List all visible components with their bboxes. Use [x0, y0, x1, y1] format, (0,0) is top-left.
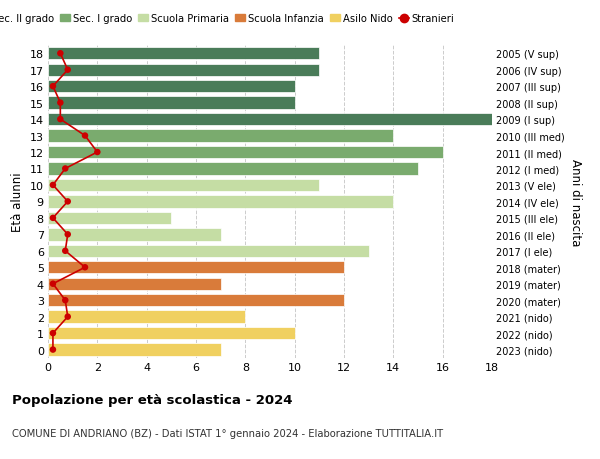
Bar	[48, 81, 295, 93]
Point	[48, 346, 58, 353]
Y-axis label: Anni di nascita: Anni di nascita	[569, 158, 581, 246]
Bar	[48, 48, 319, 60]
Point	[80, 133, 90, 140]
Bar	[48, 163, 418, 175]
Bar	[48, 344, 221, 356]
Bar	[48, 311, 245, 323]
Bar	[48, 114, 492, 126]
Point	[56, 116, 65, 123]
Bar	[48, 278, 221, 290]
Legend: Sec. II grado, Sec. I grado, Scuola Primaria, Scuola Infanzia, Asilo Nido, Stran: Sec. II grado, Sec. I grado, Scuola Prim…	[0, 10, 458, 28]
Point	[56, 50, 65, 58]
Bar	[48, 130, 394, 142]
Point	[61, 297, 70, 304]
Bar	[48, 64, 319, 77]
Bar	[48, 262, 344, 274]
Text: Popolazione per età scolastica - 2024: Popolazione per età scolastica - 2024	[12, 393, 293, 406]
Point	[63, 231, 73, 239]
Bar	[48, 146, 443, 159]
Bar	[48, 212, 172, 224]
Point	[48, 83, 58, 90]
Point	[92, 149, 102, 157]
Point	[63, 313, 73, 321]
Text: COMUNE DI ANDRIANO (BZ) - Dati ISTAT 1° gennaio 2024 - Elaborazione TUTTITALIA.I: COMUNE DI ANDRIANO (BZ) - Dati ISTAT 1° …	[12, 428, 443, 438]
Point	[56, 100, 65, 107]
Bar	[48, 245, 368, 257]
Point	[48, 330, 58, 337]
Point	[80, 264, 90, 271]
Bar	[48, 229, 221, 241]
Point	[61, 165, 70, 173]
Point	[61, 247, 70, 255]
Bar	[48, 179, 319, 192]
Point	[48, 215, 58, 222]
Point	[63, 67, 73, 74]
Y-axis label: Età alunni: Età alunni	[11, 172, 24, 232]
Bar	[48, 97, 295, 110]
Point	[63, 198, 73, 206]
Point	[48, 182, 58, 189]
Point	[48, 280, 58, 288]
Bar	[48, 294, 344, 307]
Bar	[48, 327, 295, 340]
Bar	[48, 196, 394, 208]
